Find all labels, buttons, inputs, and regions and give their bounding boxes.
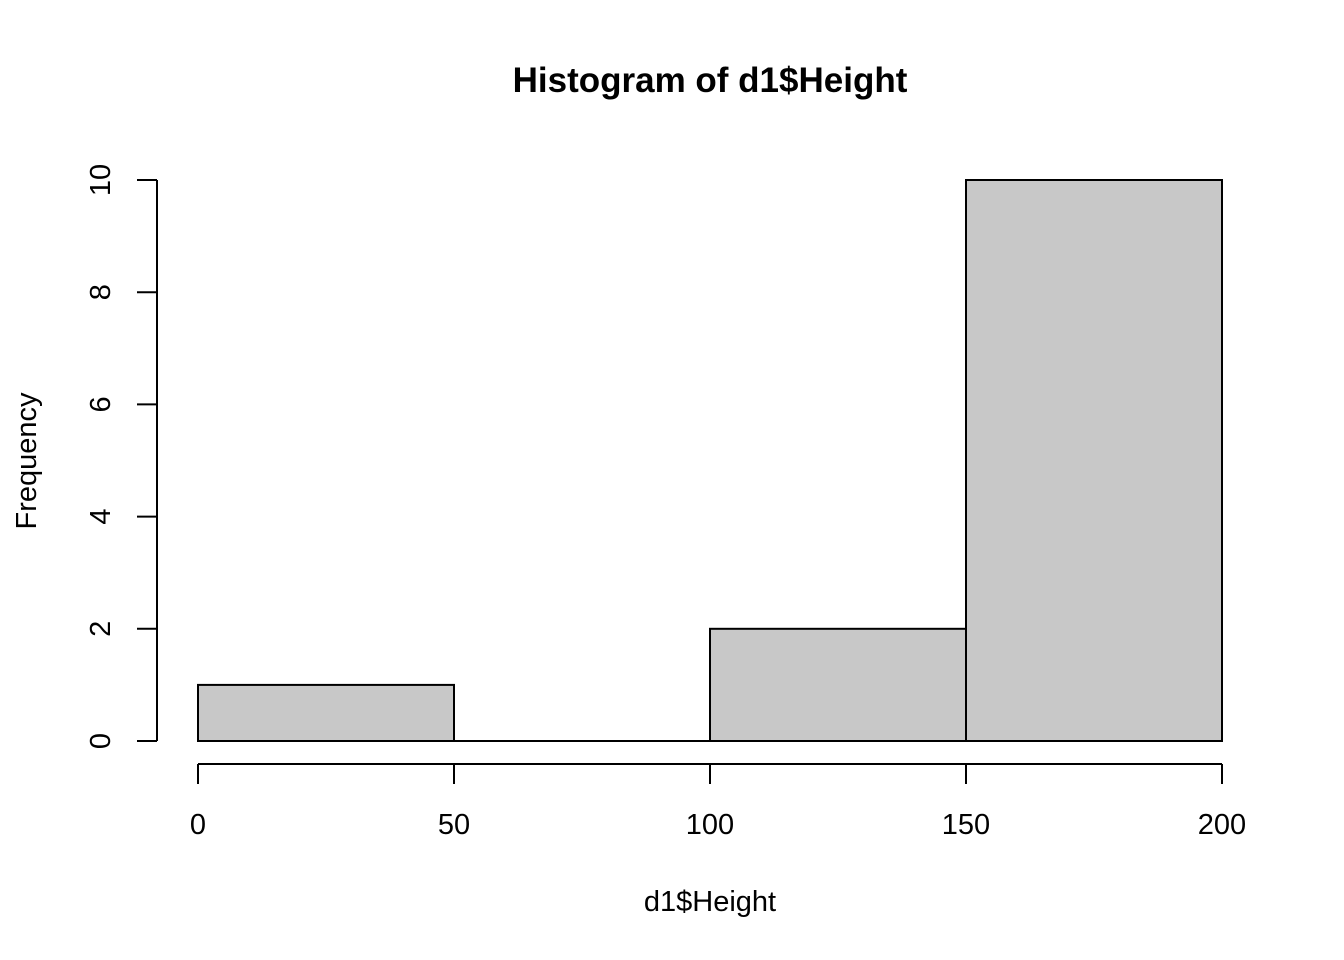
chart-title: Histogram of d1$Height [513, 61, 908, 100]
histogram-bar-0 [197, 683, 455, 743]
y-tick-label-2: 4 [85, 509, 117, 525]
x-tick-label-1: 50 [438, 809, 470, 841]
bars-group [197, 179, 1223, 743]
y-tick-label-1: 2 [85, 621, 117, 637]
histogram-bar-3 [965, 179, 1223, 742]
y-axis: 0 2 4 6 8 10 [85, 164, 158, 749]
x-tick-label-4: 200 [1198, 809, 1246, 841]
x-tick-label-0: 0 [190, 809, 206, 841]
y-tick-label-4: 8 [85, 284, 117, 300]
y-tick-label-5: 10 [85, 164, 117, 196]
x-axis: 0 50 100 150 200 [190, 763, 1246, 841]
x-tick-label-3: 150 [942, 809, 990, 841]
y-axis-label: Frequency [11, 392, 43, 530]
x-tick-label-2: 100 [686, 809, 734, 841]
x-axis-label: d1$Height [644, 886, 776, 918]
y-tick-label-3: 6 [85, 396, 117, 412]
histogram-bar-2 [709, 627, 967, 742]
y-tick-label-0: 0 [85, 733, 117, 749]
